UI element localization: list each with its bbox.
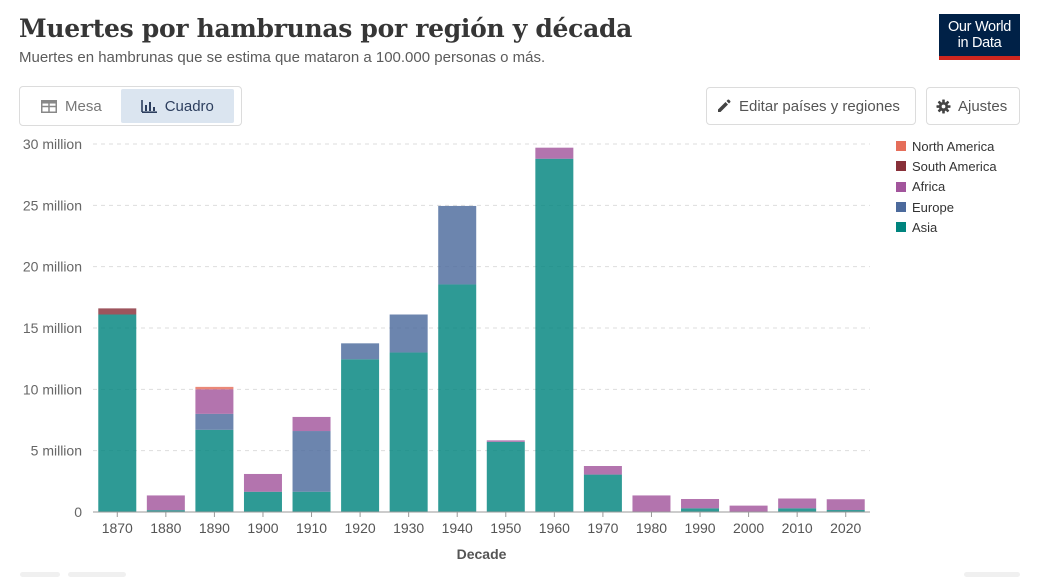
bar-europe-1940 bbox=[438, 205, 477, 285]
legend-label: Africa bbox=[912, 179, 946, 195]
x-tick-label: 2020 bbox=[830, 520, 861, 536]
chart-title: Muertes por hambrunas por región y décad… bbox=[19, 14, 633, 43]
chart-legend: North America South America Africa Europe As… bbox=[896, 136, 997, 237]
legend-swatch bbox=[896, 141, 906, 152]
bar-europe-1930 bbox=[389, 314, 428, 353]
legend-item-europe[interactable]: Europe bbox=[896, 197, 997, 217]
bar-africa-1950 bbox=[486, 440, 525, 442]
legend-label: South America bbox=[912, 158, 997, 174]
bar-asia-2020 bbox=[826, 510, 865, 512]
bar-north-america-1890 bbox=[195, 386, 234, 390]
footer-stub-left bbox=[20, 572, 60, 577]
legend-item-south-america[interactable]: South America bbox=[896, 156, 997, 176]
settings-label: Ajustes bbox=[958, 97, 1008, 115]
legend-swatch bbox=[896, 202, 906, 213]
gear-icon bbox=[936, 98, 951, 114]
x-tick-label: 1930 bbox=[393, 520, 424, 536]
x-tick-label: 1960 bbox=[539, 520, 570, 536]
legend-swatch bbox=[896, 181, 906, 192]
x-axis-label: Decade bbox=[457, 546, 507, 562]
legend-label: North America bbox=[912, 138, 995, 154]
bar-asia-2010 bbox=[778, 508, 817, 512]
bar-asia-1950 bbox=[486, 441, 525, 512]
legend-item-asia[interactable]: Asia bbox=[896, 217, 997, 237]
x-tick-label: 1910 bbox=[296, 520, 327, 536]
x-tick-label: 1920 bbox=[345, 520, 376, 536]
y-tick-label: 0 bbox=[74, 504, 82, 520]
bar-asia-1890 bbox=[195, 429, 234, 512]
legend-swatch bbox=[896, 222, 906, 233]
y-tick-label: 20 million bbox=[23, 259, 82, 275]
tab-table-label: Mesa bbox=[65, 97, 102, 115]
pencil-icon bbox=[718, 99, 731, 112]
x-tick-label: 1940 bbox=[442, 520, 473, 536]
bar-africa-1890 bbox=[195, 389, 234, 414]
bar-africa-1990 bbox=[681, 498, 720, 509]
y-tick-label: 30 million bbox=[23, 136, 82, 152]
edit-countries-label: Editar países y regiones bbox=[739, 97, 900, 115]
bar-africa-1880 bbox=[146, 495, 185, 511]
bar-africa-1960 bbox=[535, 147, 574, 159]
bar-europe-1920 bbox=[341, 343, 380, 360]
y-tick-label: 5 million bbox=[31, 443, 82, 459]
x-tick-label: 1870 bbox=[102, 520, 133, 536]
chart-subtitle: Muertes en hambrunas que se estima que m… bbox=[19, 49, 546, 66]
bar-asia-1990 bbox=[681, 508, 720, 512]
legend-label: Asia bbox=[912, 219, 938, 235]
x-tick-label: 1980 bbox=[636, 520, 667, 536]
legend-label: Europe bbox=[912, 199, 954, 215]
bar-asia-1910 bbox=[292, 491, 331, 512]
table-icon bbox=[41, 99, 57, 113]
tab-chart-label: Cuadro bbox=[164, 97, 214, 115]
x-tick-label: 1900 bbox=[247, 520, 278, 536]
legend-swatch bbox=[896, 161, 906, 172]
tab-table[interactable]: Mesa bbox=[22, 89, 121, 123]
x-tick-label: 1950 bbox=[490, 520, 521, 536]
y-tick-label: 10 million bbox=[23, 381, 82, 397]
bar-asia-1930 bbox=[389, 352, 428, 512]
bar-africa-2010 bbox=[778, 498, 817, 509]
settings-button[interactable]: Ajustes bbox=[926, 87, 1020, 125]
view-tabs: Mesa Cuadro bbox=[19, 86, 242, 126]
bar-africa-2000 bbox=[729, 505, 768, 512]
bar-africa-1900 bbox=[243, 473, 282, 492]
bar-europe-1890 bbox=[195, 413, 234, 430]
bar-africa-2020 bbox=[826, 499, 865, 511]
footer-stub-mid bbox=[68, 572, 126, 577]
x-tick-label: 1880 bbox=[150, 520, 181, 536]
logo-line-1: Our World bbox=[947, 19, 1012, 35]
bar-africa-1980 bbox=[632, 495, 671, 512]
x-tick-label: 2010 bbox=[782, 520, 813, 536]
tab-chart[interactable]: Cuadro bbox=[120, 89, 234, 123]
x-tick-label: 1890 bbox=[199, 520, 230, 536]
owid-logo[interactable]: Our World in Data bbox=[939, 14, 1020, 60]
bar-asia-1970 bbox=[583, 474, 622, 512]
bar-asia-1870 bbox=[98, 314, 137, 512]
bar-africa-1910 bbox=[292, 416, 331, 432]
bar-asia-1920 bbox=[341, 359, 380, 512]
legend-item-north-america[interactable]: North America bbox=[896, 136, 997, 156]
chart-icon bbox=[140, 99, 157, 113]
x-tick-label: 1970 bbox=[587, 520, 618, 536]
bar-asia-1940 bbox=[438, 284, 477, 512]
bar-south-america-1870 bbox=[98, 308, 137, 315]
x-tick-label: 1990 bbox=[684, 520, 715, 536]
bar-europe-1910 bbox=[292, 431, 331, 492]
logo-line-2: in Data bbox=[957, 35, 1002, 51]
bar-africa-1970 bbox=[583, 466, 622, 475]
legend-item-africa[interactable]: Africa bbox=[896, 177, 997, 197]
x-tick-label: 2000 bbox=[733, 520, 764, 536]
bar-asia-1900 bbox=[243, 491, 282, 512]
y-tick-label: 25 million bbox=[23, 197, 82, 213]
bar-asia-1880 bbox=[146, 510, 185, 512]
y-tick-label: 15 million bbox=[23, 320, 82, 336]
edit-countries-button[interactable]: Editar países y regiones bbox=[706, 87, 916, 125]
footer-stub-right bbox=[964, 572, 1020, 577]
bar-asia-1960 bbox=[535, 158, 574, 512]
